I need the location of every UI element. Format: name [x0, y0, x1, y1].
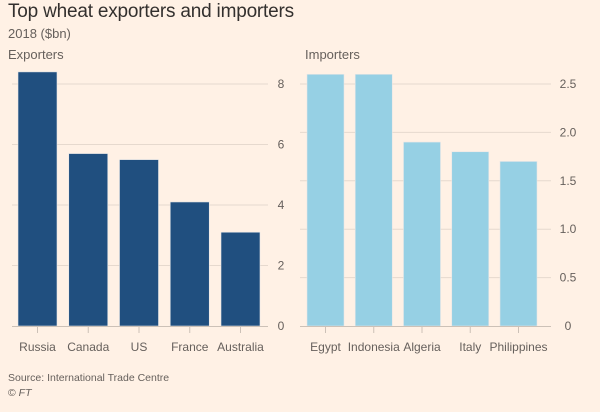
exporter-bar-us [119, 159, 159, 327]
exporter-y-tick-label: 8 [278, 77, 285, 91]
exporter-bar-canada [68, 153, 109, 327]
importer-y-tick-label: 1.0 [560, 222, 577, 236]
exporter-y-tick-label: 4 [278, 198, 285, 212]
importer-category-label: Egypt [310, 340, 341, 354]
exporter-y-tick-label: 2 [278, 259, 285, 273]
copyright-symbol: © [8, 387, 16, 399]
importer-bar-indonesia [354, 74, 393, 327]
importer-bar-egypt [306, 74, 345, 327]
exporters-panel: 0 2 4 6 8 Russia Canada US France Australia [12, 71, 285, 354]
importers-panel: 0 0.5 1.0 1.5 2.0 2.5 Egypt Indonesia Algeria Ita… [300, 74, 577, 354]
copyright-org: FT [18, 387, 32, 399]
importers-panel-title: Importers [305, 47, 360, 62]
exporter-bar-france [169, 201, 210, 327]
exporters-panel-title: Exporters [8, 47, 64, 62]
importer-category-label: Italy [459, 340, 481, 354]
importer-y-tick-label: 2.5 [560, 77, 577, 91]
source-note: Source: International Trade Centre [8, 372, 170, 384]
exporter-bar-australia [220, 231, 261, 327]
importer-y-tick-label: 0 [565, 319, 572, 333]
chart-subtitle: 2018 ($bn) [8, 26, 71, 41]
importer-bar-algeria [403, 141, 441, 327]
exporter-y-tick-label: 6 [278, 138, 285, 152]
exporter-category-label: France [171, 340, 209, 354]
importer-category-label: Algeria [403, 340, 441, 354]
exporter-category-label: US [131, 340, 148, 354]
importer-bar-philippines [499, 161, 538, 327]
exporter-category-label: Australia [217, 340, 264, 354]
chart-title: Top wheat exporters and importers [8, 1, 294, 22]
importer-y-tick-label: 2.0 [560, 125, 577, 139]
importer-category-label: Indonesia [348, 340, 400, 354]
exporter-bar-russia [17, 71, 58, 327]
importer-category-label: Philippines [489, 340, 547, 354]
exporter-y-tick-label: 0 [278, 319, 285, 333]
exporter-category-label: Canada [67, 340, 109, 354]
exporter-category-label: Russia [19, 340, 56, 354]
importer-y-tick-label: 0.5 [560, 271, 577, 285]
copyright-note: © FT [8, 387, 32, 399]
importer-bar-italy [451, 151, 490, 327]
importer-y-tick-label: 1.5 [560, 174, 577, 188]
